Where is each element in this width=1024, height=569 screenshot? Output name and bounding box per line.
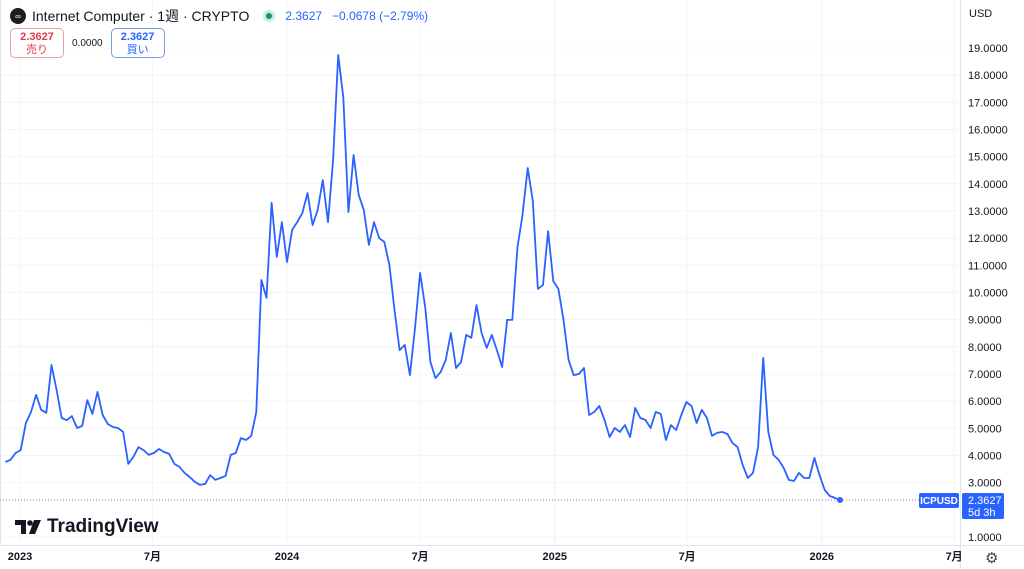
- buy-price: 2.3627: [120, 31, 155, 43]
- y-tick-label: 11.0000: [968, 260, 1007, 272]
- x-tick-label: 7月: [946, 550, 963, 563]
- x-tick-label: 2023: [8, 551, 32, 563]
- bar-countdown: 5d 3h: [968, 507, 996, 519]
- grid: [0, 0, 960, 545]
- icp-logo-icon: ∞: [10, 8, 26, 24]
- y-tick-label: 5.0000: [968, 423, 1002, 435]
- spread: 0.0000: [72, 37, 103, 49]
- y-tick-label: 13.0000: [968, 206, 1008, 218]
- y-tick-label: 7.0000: [968, 369, 1002, 381]
- y-tick-label: 16.0000: [968, 124, 1008, 136]
- y-tick-label: 9.0000: [968, 315, 1002, 327]
- x-tick-label: 2026: [809, 551, 833, 563]
- time-axis[interactable]: 2023 7月 2024 7月 2025 7月 2026 7月: [8, 550, 963, 563]
- sell-price: 2.3627: [20, 31, 54, 43]
- y-tick-label: 10.0000: [968, 287, 1008, 299]
- series-line: [5, 54, 841, 501]
- x-tick-label: 7月: [144, 550, 161, 563]
- y-tick-label: 8.0000: [968, 342, 1002, 354]
- last-price-dot: [837, 496, 844, 503]
- symbol-title[interactable]: Internet Computer · 1週 · CRYPTO: [32, 8, 250, 24]
- currency-button[interactable]: USD: [969, 8, 993, 20]
- brand-name: TradingView: [47, 516, 159, 537]
- sell-label: 売り: [26, 44, 48, 56]
- symbol-price-label: ICPUSD 2.3627 5d 3h: [919, 492, 1004, 519]
- gear-icon[interactable]: ⚙: [985, 550, 999, 567]
- tradingview-logo-icon: [15, 520, 41, 534]
- buy-label: 買い: [126, 44, 149, 56]
- chart-header: ∞ Internet Computer · 1週 · CRYPTO 2.3627…: [10, 6, 428, 26]
- x-tick-label: 7月: [412, 550, 429, 563]
- y-tick-label: 17.0000: [968, 97, 1008, 109]
- last-price-label: 2.3627: [968, 495, 1002, 507]
- y-tick-label: 3.0000: [968, 478, 1002, 490]
- x-tick-label: 7月: [679, 550, 696, 563]
- sell-button[interactable]: 2.3627 売り: [10, 28, 64, 58]
- last-price: 2.3627: [285, 9, 323, 23]
- symbol-label: ICPUSD: [920, 496, 958, 507]
- x-tick-label: 2024: [275, 551, 300, 563]
- y-tick-label: 6.0000: [968, 396, 1002, 408]
- y-tick-label: 18.0000: [968, 70, 1008, 82]
- price-change: −0.0678 (−2.79%): [332, 9, 429, 23]
- x-tick-label: 2025: [542, 551, 566, 563]
- y-tick-label: 14.0000: [968, 179, 1008, 191]
- y-tick-label: 15.0000: [968, 152, 1008, 164]
- y-tick-label: 12.0000: [968, 233, 1008, 245]
- y-tick-label: 4.0000: [968, 450, 1002, 462]
- order-buttons: 2.3627 売り 0.0000 2.3627 買い: [10, 28, 165, 58]
- y-tick-label: 1.0000: [968, 532, 1002, 544]
- y-tick-label: 19.0000: [968, 43, 1008, 55]
- market-status-icon[interactable]: [263, 10, 276, 22]
- tradingview-logo[interactable]: TradingView: [15, 516, 159, 538]
- price-axis[interactable]: 19.0000 18.0000 17.0000 16.0000 15.0000 14.00…: [968, 43, 1008, 544]
- buy-button[interactable]: 2.3627 買い: [110, 28, 165, 58]
